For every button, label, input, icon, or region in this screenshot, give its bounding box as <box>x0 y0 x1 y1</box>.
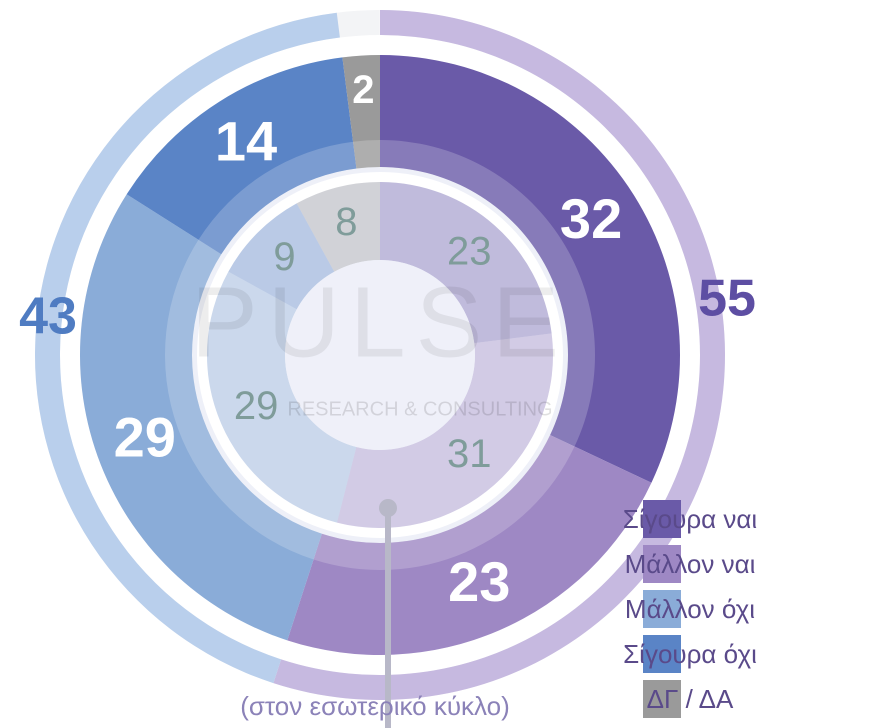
outer-label: 43 <box>19 288 77 346</box>
legend-swatch <box>643 680 681 718</box>
middle-segment <box>287 435 652 655</box>
middle-label: 32 <box>560 187 622 250</box>
pin-head <box>379 499 397 517</box>
middle-label: 23 <box>448 550 510 613</box>
ring-gap <box>197 172 563 538</box>
middle-inner-band <box>313 435 575 571</box>
middle-segment <box>342 55 380 169</box>
inner-label: 9 <box>273 235 295 279</box>
middle-label: 14 <box>215 110 277 173</box>
middle-inner-band <box>380 140 595 447</box>
legend-label: Σίγουρα ναι <box>623 504 758 534</box>
inner-label: 31 <box>447 432 492 476</box>
middle-segment <box>380 55 680 483</box>
legend-label: Σίγουρα όχι <box>623 639 757 669</box>
middle-inner-band <box>198 141 357 255</box>
legend-label: Μάλλον ναι <box>625 549 756 579</box>
inner-label: 8 <box>335 200 357 244</box>
inner-segment <box>296 182 380 272</box>
middle-segment <box>126 57 357 255</box>
watermark: PULSE <box>191 266 569 378</box>
note: (στον εσωτερικό κύκλο) <box>240 691 510 721</box>
legend-label: Μάλλον όχι <box>625 594 755 624</box>
inner-segment <box>380 182 552 344</box>
middle-inner-band <box>165 239 322 560</box>
middle-label: 29 <box>114 405 176 468</box>
outer-segment <box>34 12 340 684</box>
legend-swatch <box>643 590 681 628</box>
inner-label: 23 <box>447 229 492 273</box>
middle-segment <box>79 194 322 641</box>
legend-swatch <box>643 545 681 583</box>
watermark-sub: RESEARCH & CONSULTING <box>287 398 552 420</box>
inner-segment <box>336 333 554 528</box>
middle-inner-band <box>353 140 380 169</box>
outer-label: 55 <box>698 270 756 328</box>
inner-label: 29 <box>234 384 279 428</box>
inner-segment <box>228 203 335 310</box>
legend-swatch <box>643 500 681 538</box>
middle-label: 2 <box>352 68 374 112</box>
inner-hole <box>285 260 475 450</box>
legend-swatch <box>643 635 681 673</box>
legend-label: ΔΓ / ΔΑ <box>647 684 734 714</box>
rings <box>34 10 726 700</box>
inner-segment <box>206 271 357 523</box>
